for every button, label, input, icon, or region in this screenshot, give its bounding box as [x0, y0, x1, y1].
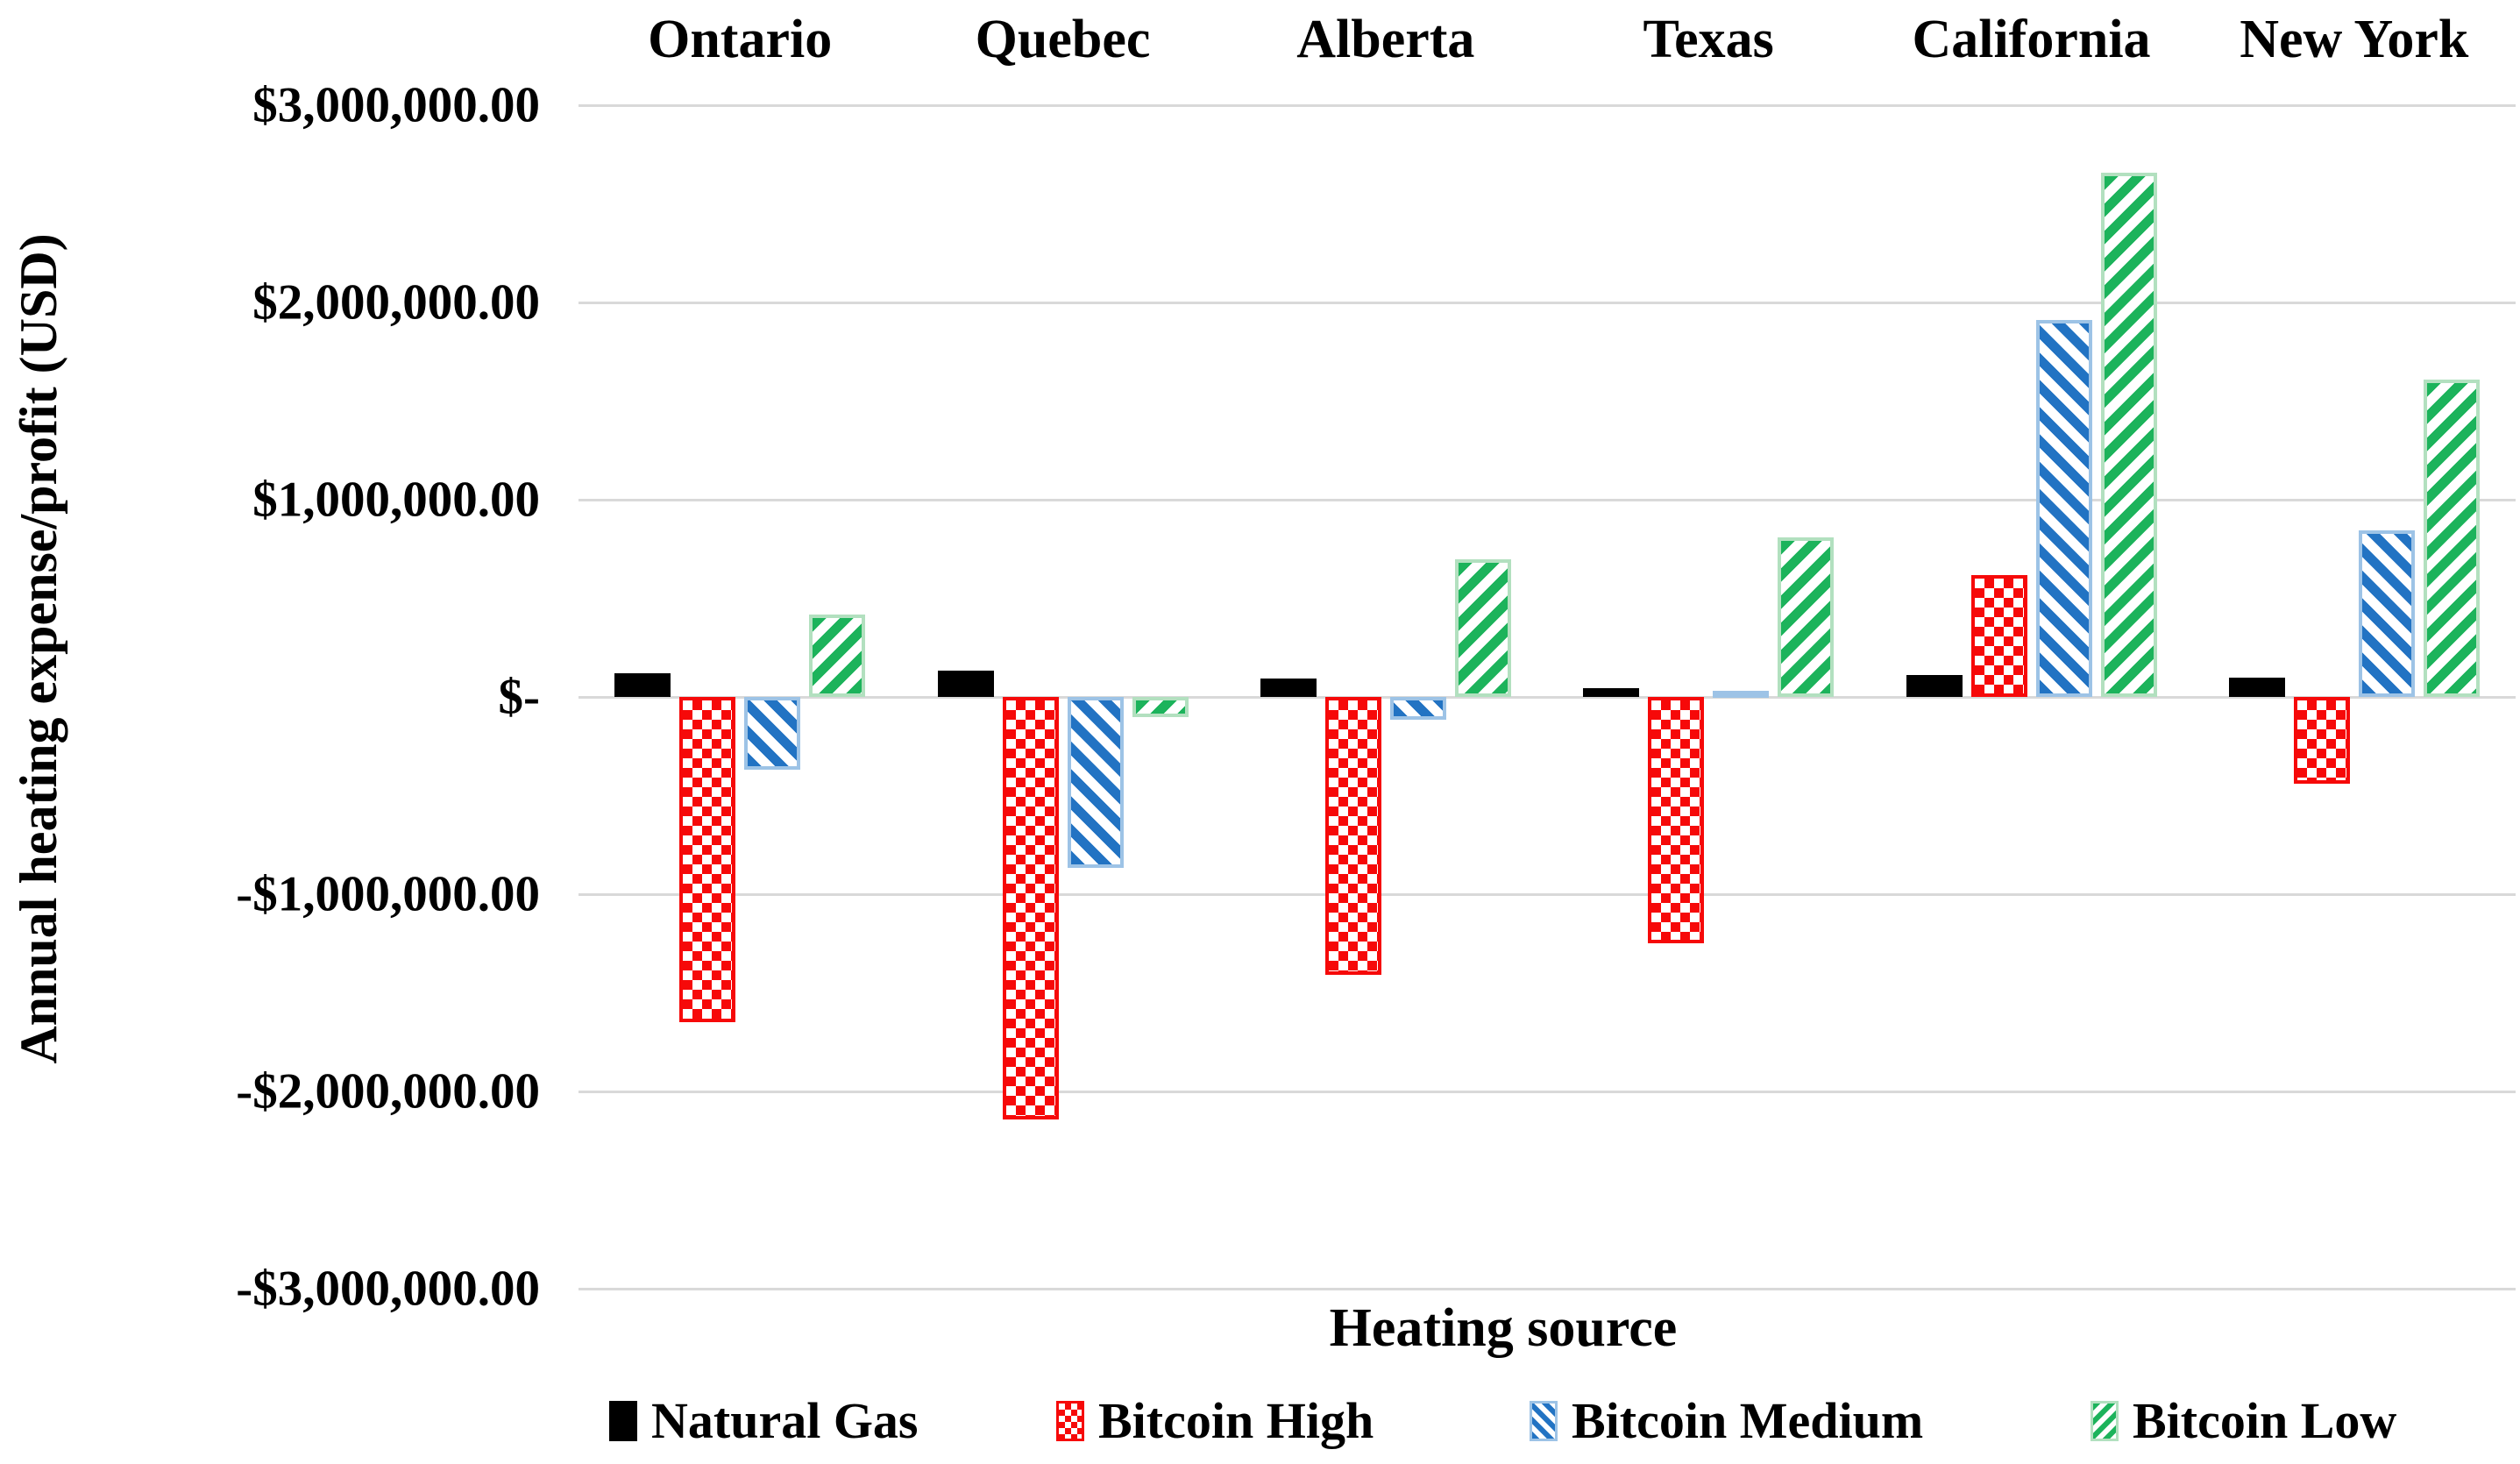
bar-bitcoin-low-new-york	[2423, 379, 2480, 697]
y-axis-title: Annual heating expense/profit (USD)	[10, 233, 67, 1064]
legend-item-bitcoin-high: Bitcoin High	[1056, 1396, 1374, 1446]
legend-item-natural-gas: Natural Gas	[609, 1396, 919, 1446]
category-label-new-york: New York	[2240, 10, 2469, 69]
legend-swatch-solid-icon	[609, 1401, 637, 1441]
legend-label: Bitcoin Low	[2133, 1392, 2397, 1449]
category-label-california: California	[1912, 10, 2151, 69]
bar-bitcoin-high-ontario	[679, 697, 736, 1023]
y-tick-label: $-	[498, 669, 540, 725]
category-label-quebec: Quebec	[975, 10, 1151, 69]
category-label-texas: Texas	[1643, 10, 1774, 69]
legend-swatch-hatch-fwd-icon	[2091, 1401, 2119, 1441]
legend-label: Bitcoin High	[1098, 1392, 1374, 1449]
y-tick-label: $1,000,000.00	[252, 472, 540, 528]
bar-bitcoin-low-quebec	[1132, 697, 1189, 717]
bar-bitcoin-medium-quebec	[1067, 697, 1124, 868]
bar-bitcoin-medium-ontario	[744, 697, 801, 771]
bar-natural-gas-ontario	[614, 673, 671, 697]
legend-label: Bitcoin Medium	[1572, 1392, 1924, 1449]
bar-bitcoin-high-california	[1970, 574, 2027, 697]
category-label-alberta: Alberta	[1296, 10, 1475, 69]
bar-natural-gas-new-york	[2228, 677, 2285, 697]
bar-bitcoin-high-alberta	[1324, 697, 1381, 976]
legend-item-bitcoin-low: Bitcoin Low	[2091, 1396, 2396, 1446]
y-tick-label: -$1,000,000.00	[236, 866, 540, 922]
bar-bitcoin-low-ontario	[809, 614, 866, 697]
bar-bitcoin-medium-new-york	[2358, 529, 2415, 697]
y-tick-label: -$3,000,000.00	[236, 1261, 540, 1317]
gridline	[579, 103, 2516, 107]
gridline	[579, 1287, 2516, 1290]
y-tick-label: -$2,000,000.00	[236, 1063, 540, 1119]
category-label-ontario: Ontario	[648, 10, 833, 69]
legend-swatch-checker-icon	[1056, 1401, 1084, 1441]
gridline	[579, 498, 2516, 501]
bar-natural-gas-texas	[1583, 687, 1640, 697]
bar-natural-gas-quebec	[937, 670, 994, 697]
gridline	[579, 695, 2516, 699]
legend-label: Natural Gas	[651, 1392, 919, 1449]
bar-bitcoin-high-quebec	[1002, 697, 1059, 1119]
x-axis-title: Heating source	[1329, 1298, 1678, 1358]
bar-bitcoin-medium-texas	[1713, 691, 1770, 699]
bar-bitcoin-high-new-york	[2293, 697, 2350, 784]
gridline	[579, 1090, 2516, 1093]
legend-swatch-hatch-back-icon	[1530, 1401, 1558, 1441]
y-tick-label: $3,000,000.00	[252, 77, 540, 133]
bar-natural-gas-california	[1906, 675, 1963, 697]
gridline	[579, 301, 2516, 304]
legend-item-bitcoin-medium: Bitcoin Medium	[1530, 1396, 1923, 1446]
bar-bitcoin-medium-california	[2035, 320, 2092, 697]
bar-bitcoin-high-texas	[1648, 697, 1705, 944]
bar-bitcoin-medium-alberta	[1389, 697, 1446, 720]
bar-bitcoin-low-texas	[1778, 537, 1835, 697]
bar-bitcoin-low-alberta	[1454, 558, 1511, 697]
bar-natural-gas-alberta	[1260, 678, 1317, 697]
gridline	[579, 892, 2516, 896]
bar-bitcoin-low-california	[2100, 172, 2157, 697]
legend: Natural Gas Bitcoin High Bitcoin Medium Bit…	[0, 1396, 2520, 1457]
y-tick-label: $2,000,000.00	[252, 274, 540, 330]
